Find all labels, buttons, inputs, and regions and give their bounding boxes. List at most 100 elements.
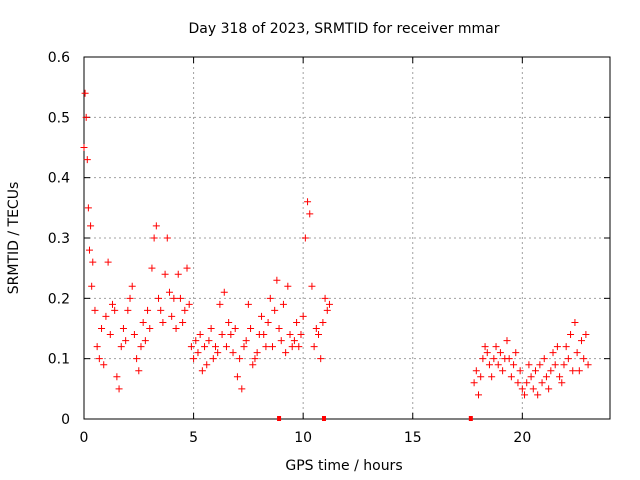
gap-markers bbox=[277, 416, 473, 421]
data-point bbox=[205, 337, 213, 345]
data-point bbox=[538, 379, 546, 387]
data-point bbox=[222, 343, 230, 351]
y-tick-label: 0.4 bbox=[48, 171, 70, 187]
data-point bbox=[183, 264, 191, 272]
x-axis-label: GPS time / hours bbox=[285, 458, 402, 474]
data-point bbox=[306, 210, 314, 218]
data-point bbox=[163, 234, 171, 242]
data-point bbox=[85, 246, 93, 254]
data-point bbox=[315, 331, 323, 339]
data-point bbox=[299, 312, 307, 320]
data-point bbox=[89, 258, 97, 266]
data-point bbox=[102, 312, 110, 320]
data-point bbox=[575, 367, 583, 375]
data-point bbox=[293, 318, 301, 326]
data-point bbox=[560, 361, 568, 369]
data-point bbox=[214, 349, 222, 357]
data-point bbox=[312, 325, 320, 332]
data-point bbox=[233, 373, 241, 381]
data-point bbox=[470, 379, 478, 387]
data-point bbox=[190, 355, 198, 363]
data-point bbox=[534, 391, 542, 399]
data-point bbox=[477, 373, 485, 381]
data-point bbox=[240, 343, 248, 351]
x-tick-label: 20 bbox=[513, 430, 531, 446]
data-point bbox=[242, 337, 250, 345]
data-point bbox=[262, 343, 270, 351]
data-point bbox=[516, 367, 524, 375]
data-point bbox=[192, 337, 200, 345]
data-point bbox=[325, 300, 333, 308]
data-point bbox=[551, 361, 559, 369]
data-point bbox=[159, 318, 167, 326]
data-point bbox=[106, 331, 114, 339]
data-point bbox=[201, 343, 209, 351]
gap-marker bbox=[277, 416, 282, 421]
data-point bbox=[137, 343, 145, 351]
data-point bbox=[216, 300, 224, 308]
data-point bbox=[83, 156, 91, 164]
y-tick-label: 0.2 bbox=[48, 291, 70, 307]
data-point bbox=[475, 391, 482, 399]
data-point bbox=[260, 331, 268, 339]
data-point bbox=[545, 385, 553, 393]
data-point bbox=[165, 288, 173, 296]
data-point bbox=[518, 385, 526, 393]
data-point bbox=[505, 355, 513, 363]
data-point bbox=[258, 312, 266, 320]
data-point bbox=[488, 373, 496, 381]
data-point bbox=[286, 331, 294, 339]
data-point bbox=[220, 288, 228, 296]
data-point bbox=[139, 318, 147, 326]
data-point bbox=[527, 373, 535, 381]
data-point bbox=[185, 300, 193, 308]
data-point bbox=[310, 343, 318, 351]
data-point bbox=[321, 294, 329, 302]
data-point bbox=[507, 373, 515, 381]
data-point bbox=[113, 373, 121, 381]
data-point bbox=[209, 355, 217, 363]
data-point bbox=[275, 325, 283, 332]
data-point bbox=[170, 294, 178, 302]
data-point bbox=[155, 294, 163, 302]
y-tick-labels: 0 0.1 0.2 0.3 0.4 0.5 0.6 bbox=[48, 50, 70, 428]
data-point bbox=[251, 355, 259, 363]
data-point bbox=[564, 355, 572, 363]
data-point bbox=[141, 337, 149, 345]
data-point bbox=[231, 325, 239, 332]
data-point bbox=[295, 343, 303, 351]
x-tick-labels: 0 5 10 15 20 bbox=[80, 430, 532, 446]
data-point bbox=[84, 204, 92, 212]
data-point bbox=[290, 337, 298, 345]
data-point bbox=[100, 361, 108, 369]
data-point bbox=[181, 306, 189, 314]
data-point bbox=[198, 367, 206, 375]
data-point bbox=[279, 300, 287, 308]
data-point bbox=[124, 306, 132, 314]
data-point bbox=[521, 391, 529, 399]
data-point bbox=[553, 343, 561, 351]
data-point bbox=[196, 331, 204, 339]
data-point bbox=[152, 222, 160, 230]
data-point bbox=[81, 89, 89, 97]
data-point bbox=[571, 318, 579, 326]
data-point bbox=[111, 306, 119, 314]
data-point bbox=[207, 325, 215, 332]
data-point bbox=[172, 325, 180, 332]
data-point bbox=[135, 367, 143, 375]
y-tick-label: 0 bbox=[61, 412, 70, 428]
data-point bbox=[514, 379, 522, 387]
data-point bbox=[308, 282, 316, 290]
x-tick-label: 0 bbox=[80, 430, 89, 446]
data-point bbox=[98, 325, 106, 332]
data-point bbox=[523, 379, 531, 387]
data-point bbox=[146, 325, 154, 332]
x-tick-label: 15 bbox=[404, 430, 422, 446]
y-axis-label: SRMTID / TECUs bbox=[6, 182, 22, 295]
data-point bbox=[266, 294, 274, 302]
data-point bbox=[126, 294, 134, 302]
data-point bbox=[117, 343, 125, 351]
data-point bbox=[297, 331, 305, 339]
data-point bbox=[264, 318, 272, 326]
